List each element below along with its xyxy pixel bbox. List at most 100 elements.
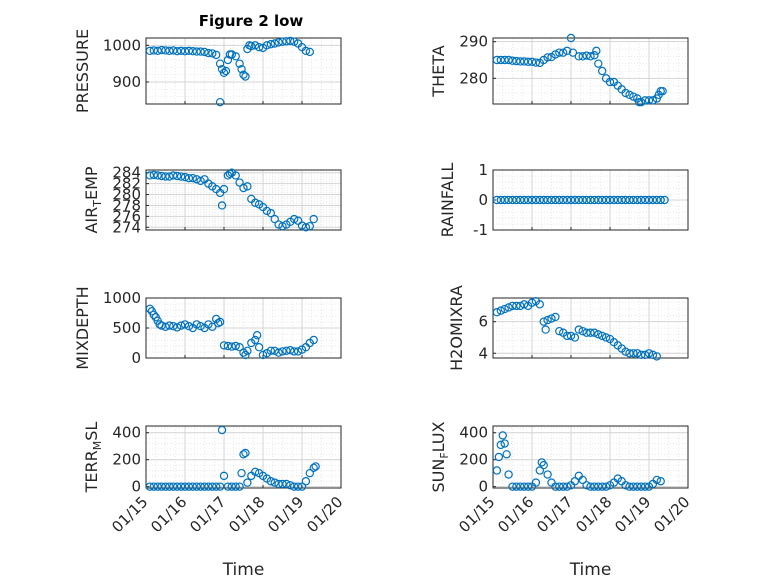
data-point <box>215 97 225 107</box>
data-point <box>237 64 246 74</box>
data-point <box>543 470 552 479</box>
data-point <box>598 66 607 76</box>
data-point <box>605 77 615 87</box>
data-point <box>266 40 275 49</box>
y-tick-label: 500 <box>112 319 141 337</box>
data-point <box>582 481 591 490</box>
data-point <box>500 304 509 314</box>
data-point <box>496 55 505 65</box>
data-point <box>290 37 299 46</box>
data-point <box>192 47 201 56</box>
y-tick-label: 6 <box>478 313 488 331</box>
y-tick-label: 282 <box>112 175 141 193</box>
y-tick-label: 1000 <box>103 289 141 307</box>
y-tick-label: 0 <box>131 478 141 496</box>
data-point <box>180 482 190 491</box>
data-point <box>200 482 209 491</box>
data-point <box>547 314 556 323</box>
subplot-row2-right: -1 0 1 RAINFALL <box>438 161 689 239</box>
data-point <box>301 477 311 486</box>
axes-frame <box>492 297 689 359</box>
data-point <box>598 331 607 341</box>
data-point <box>543 315 552 325</box>
data-point <box>219 184 229 194</box>
data-point <box>562 331 572 341</box>
data-point <box>188 482 197 491</box>
data-point <box>157 45 166 55</box>
data-point <box>188 173 197 183</box>
data-point <box>145 482 155 491</box>
data-point <box>278 347 287 356</box>
data-point <box>508 195 517 205</box>
data-point <box>498 431 507 440</box>
data-point <box>293 347 303 356</box>
data-point <box>559 48 568 57</box>
data-point <box>227 50 236 59</box>
x-tick-label: 01/17 <box>533 493 576 536</box>
data-point <box>204 482 213 491</box>
data-point <box>250 467 260 477</box>
data-point <box>239 70 248 79</box>
data-point <box>208 482 217 491</box>
data-point <box>149 46 158 55</box>
data-point <box>165 482 174 491</box>
data-point <box>149 170 158 180</box>
data-point <box>492 466 502 475</box>
data-point <box>566 331 576 341</box>
data-point <box>305 468 314 478</box>
y-axis-label: RAINFALL <box>438 163 457 238</box>
data-point <box>660 195 669 205</box>
data-point <box>274 38 283 47</box>
subplot-row3-left: 0 500 1000 MIXDEPTH <box>73 286 342 370</box>
data-point <box>590 328 599 337</box>
subplot-row3-right: 4 6 H2OMIXRA <box>447 285 689 371</box>
data-point <box>241 448 250 458</box>
data-point <box>145 171 155 180</box>
data-point <box>208 322 217 331</box>
data-point <box>559 482 568 491</box>
y-axis-label: PRESSURE <box>73 29 92 113</box>
data-point <box>574 325 584 334</box>
data-point <box>301 223 311 232</box>
data-point <box>535 300 545 309</box>
y-tick-label: 280 <box>459 69 488 87</box>
data-point <box>570 477 580 486</box>
data-point <box>254 343 264 352</box>
data-point <box>640 195 650 205</box>
data-point <box>578 326 587 336</box>
data-point <box>586 52 595 61</box>
data-point <box>192 320 201 329</box>
data-point <box>215 59 225 68</box>
data-point <box>262 41 272 50</box>
data-point <box>282 479 291 489</box>
data-point <box>301 46 311 56</box>
data-point <box>305 47 314 57</box>
y-tick-label: 0 <box>478 191 488 209</box>
data-point <box>305 221 314 231</box>
data-point <box>235 178 244 187</box>
data-point <box>309 335 318 345</box>
data-point <box>527 298 537 307</box>
data-point <box>180 320 190 329</box>
x-axis-label: Time <box>222 560 265 580</box>
data-point <box>574 52 584 61</box>
data-point <box>566 33 576 43</box>
data-point <box>172 323 182 332</box>
data-point <box>502 450 511 459</box>
data-point <box>555 326 564 336</box>
data-point <box>184 46 194 56</box>
data-point <box>270 214 279 224</box>
data-point <box>570 333 580 342</box>
y-tick-label: 276 <box>112 207 141 225</box>
x-tick-label: 01/16 <box>494 493 537 536</box>
data-point <box>601 482 611 491</box>
data-point <box>184 322 194 331</box>
y-axis-label: THETA <box>429 45 448 97</box>
x-tick-label: 01/19 <box>264 493 307 536</box>
data-point <box>551 50 560 59</box>
x-tick-label: 01/17 <box>186 493 229 536</box>
data-point <box>250 198 260 207</box>
data-point <box>169 482 178 491</box>
data-point <box>523 482 533 491</box>
figure-title: Figure 2 low <box>198 12 304 30</box>
